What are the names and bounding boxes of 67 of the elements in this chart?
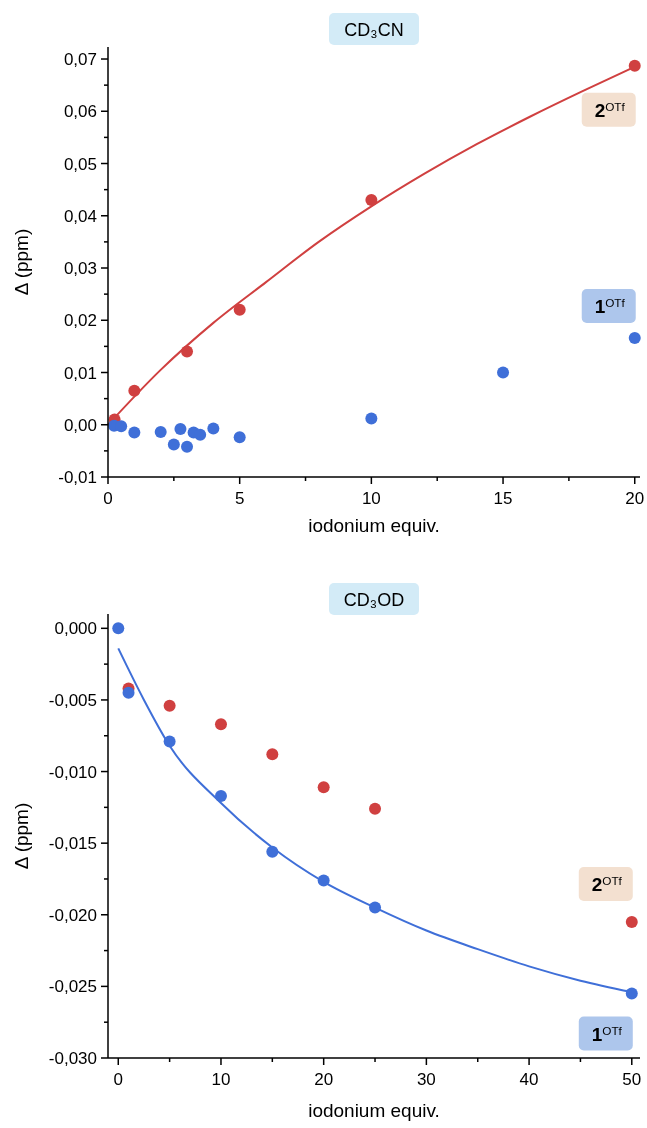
y-tick-label: 0,00: [63, 415, 97, 435]
point: [181, 345, 194, 358]
x-tick-label: 30: [416, 1070, 436, 1089]
x-tick-label: 15: [493, 489, 513, 508]
point: [128, 426, 141, 439]
point: [625, 915, 638, 928]
y-tick-label: -0,010: [48, 762, 97, 782]
point: [497, 366, 510, 379]
x-tick-label: 0: [113, 1070, 123, 1089]
x-tick-label: 20: [314, 1070, 334, 1089]
y-tick-label: 0,03: [63, 259, 97, 279]
point: [214, 718, 227, 731]
x-tick-label: 10: [211, 1070, 231, 1089]
point: [628, 332, 641, 345]
point: [266, 845, 279, 858]
x-tick-label: 5: [234, 489, 245, 508]
point: [112, 622, 125, 635]
y-axis-title: Δ (ppm): [11, 228, 32, 296]
y-tick-label: 0,05: [63, 154, 97, 174]
chart-title: CD₃CN: [344, 20, 404, 40]
y-tick-label: 0,06: [63, 102, 97, 122]
y-tick-label: 0,000: [54, 619, 97, 639]
point: [628, 59, 641, 72]
point: [317, 874, 330, 887]
x-tick-label: 50: [622, 1070, 642, 1089]
point: [163, 699, 176, 712]
x-tick-label: 10: [361, 489, 381, 508]
x-tick-label: 0: [103, 489, 113, 508]
point: [365, 194, 378, 207]
point: [266, 748, 279, 761]
y-tick-label: -0,01: [58, 468, 97, 487]
x-axis-title: iodonium equiv.: [308, 1100, 440, 1121]
x-axis-title: iodonium equiv.: [308, 515, 440, 536]
point: [207, 422, 220, 435]
point: [214, 789, 227, 802]
point: [174, 422, 187, 435]
x-tick-label: 40: [519, 1070, 539, 1089]
point: [128, 384, 141, 397]
point: [194, 428, 207, 441]
y-tick-label: -0,020: [48, 905, 97, 925]
y-tick-label: 0,07: [63, 50, 97, 70]
point: [163, 735, 176, 748]
point: [625, 987, 638, 1000]
point: [365, 412, 378, 425]
series-label: 1$^{OTf}$: [594, 295, 626, 318]
point: [233, 303, 246, 316]
series-label: 2$^{OTf}$: [594, 99, 626, 121]
y-tick-label: -0,025: [48, 977, 97, 997]
point: [167, 438, 180, 451]
y-tick-label: 0,01: [63, 363, 97, 383]
y-tick-label: -0,015: [48, 834, 97, 854]
point: [369, 802, 382, 815]
y-tick-label: -0,005: [48, 690, 97, 710]
chart-title: CD₃OD: [343, 590, 405, 610]
x-tick-label: 20: [625, 489, 645, 508]
point: [233, 431, 246, 444]
point: [317, 781, 330, 794]
point: [369, 901, 382, 914]
point: [122, 686, 135, 699]
series-label: 1$^{OTf}$: [591, 1023, 623, 1045]
series-label: 2$^{OTf}$: [591, 873, 623, 895]
point: [181, 440, 194, 453]
y-axis-title: Δ (ppm): [11, 802, 32, 870]
y-tick-label: -0,030: [48, 1049, 97, 1068]
y-tick-label: 0,04: [63, 206, 97, 226]
point: [154, 426, 167, 439]
y-tick-label: 0,02: [63, 311, 97, 331]
